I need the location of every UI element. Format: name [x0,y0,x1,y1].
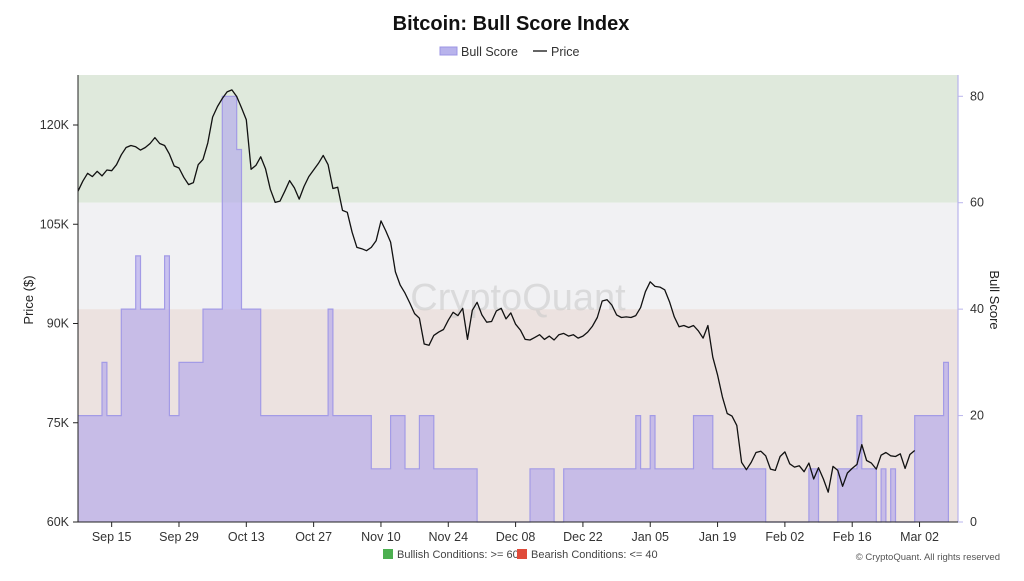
x-tick-label: Feb 16 [833,530,872,544]
legend-bull-score-swatch [439,46,458,56]
left-axis-ticks: 60K 75K 90K 105K 120K [40,118,78,529]
x-tick-label: Oct 27 [295,530,332,544]
x-tick-label: Nov 10 [361,530,401,544]
zone-band-0 [78,75,958,203]
left-tick-label: 105K [40,217,70,231]
watermark: CryptoQuant [410,277,626,319]
x-tick-label: Dec 08 [496,530,536,544]
x-tick-label: Mar 02 [900,530,939,544]
bearish-swatch [517,549,527,559]
price-line [77,89,916,493]
bearish-label: Bearish Conditions: <= 40 [531,549,658,561]
x-tick-label: Oct 13 [228,530,265,544]
x-tick-label: Feb 02 [765,530,804,544]
x-tick-label: Sep 15 [92,530,132,544]
right-tick-label: 20 [970,409,984,423]
left-axis-label: Price ($) [21,275,36,324]
right-tick-label: 40 [970,302,984,316]
legend: Bull Score Price [439,45,580,59]
x-tick-label: Dec 22 [563,530,603,544]
chart-title: Bitcoin: Bull Score Index [393,13,630,35]
watermark-text: CryptoQuant [410,277,626,319]
right-axis-ticks: 0 20 40 60 80 [958,89,984,529]
x-tick-label: Jan 05 [631,530,669,544]
price-series [77,89,916,493]
legend-price-label: Price [551,45,580,59]
bullish-label: Bullish Conditions: >= 60 [397,549,519,561]
right-tick-label: 0 [970,515,977,529]
x-tick-label: Nov 24 [428,530,468,544]
copyright-credit: © CryptoQuant. All rights reserved [856,552,1000,563]
right-tick-label: 60 [970,196,984,210]
left-tick-label: 90K [47,317,70,331]
bull-score-series [78,95,949,523]
bull-score-line [78,95,949,523]
left-tick-label: 75K [47,416,70,430]
x-tick-label: Sep 29 [159,530,199,544]
x-tick-label: Jan 19 [699,530,737,544]
right-tick-label: 80 [970,89,984,103]
legend-bull-score-label: Bull Score [461,45,518,59]
left-tick-label: 120K [40,118,70,132]
footer-legend: Bullish Conditions: >= 60 Bearish Condit… [383,549,658,561]
x-axis-ticks: Sep 15 Sep 29 Oct 13 Oct 27 Nov 10 Nov 24 Dec … [92,522,939,544]
right-axis-label: Bull Score [987,270,1002,329]
bullish-swatch [383,549,393,559]
axes [77,75,959,523]
left-tick-label: 60K [47,515,70,529]
